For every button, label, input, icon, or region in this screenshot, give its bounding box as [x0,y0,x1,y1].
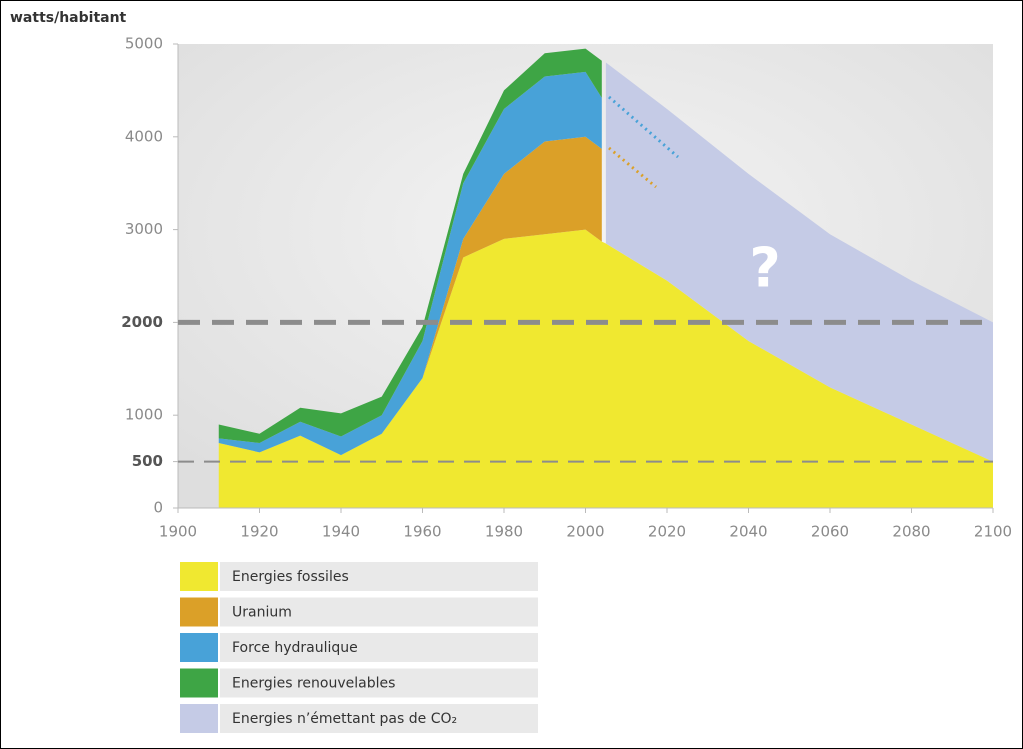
annotation: ? [749,237,780,300]
y-axis-label: watts/habitant [10,10,127,26]
x-tick-label: 1920 [240,523,278,541]
x-tick-label: 1940 [322,523,360,541]
legend-label-bg [220,597,538,627]
legend-swatch [180,597,218,627]
x-tick-label: 1980 [485,523,523,541]
legend-swatch [180,633,218,662]
y-tick-label: 3000 [125,220,163,238]
legend-label-bg [220,633,538,662]
y-tick-label: 5000 [125,35,163,53]
legend-swatch [180,668,218,698]
x-tick-label: 2040 [729,523,767,541]
y-tick-label: 1000 [125,406,163,424]
area [218,71,602,456]
legend-swatch [180,562,218,591]
x-tick-label: 2100 [974,523,1012,541]
x-tick-label: 2000 [566,523,604,541]
legend-label-bg [220,668,538,698]
y-tick-label: 2000 [121,313,163,331]
area [218,229,993,508]
legend-label: Energies n’émettant pas de CO₂ [232,711,457,727]
projection-hint [608,146,657,189]
x-tick-label: 1900 [159,523,197,541]
x-tick-label: 2080 [892,523,930,541]
y-tick-label: 500 [132,452,163,470]
x-tick-label: 2060 [811,523,849,541]
legend-label-bg [220,562,538,591]
x-tick-label: 1960 [403,523,441,541]
area [605,62,993,462]
area [218,136,602,456]
y-tick-label: 4000 [125,127,163,145]
legend-label: Force hydraulique [232,640,358,656]
legend-label-bg [220,704,538,733]
legend-swatch [180,704,218,733]
legend-label: Uranium [232,605,292,621]
legend-label: Energies renouvelables [232,676,395,692]
y-tick-label: 0 [153,499,163,517]
legend-label: Energies fossiles [232,569,349,585]
x-tick-label: 2020 [648,523,686,541]
